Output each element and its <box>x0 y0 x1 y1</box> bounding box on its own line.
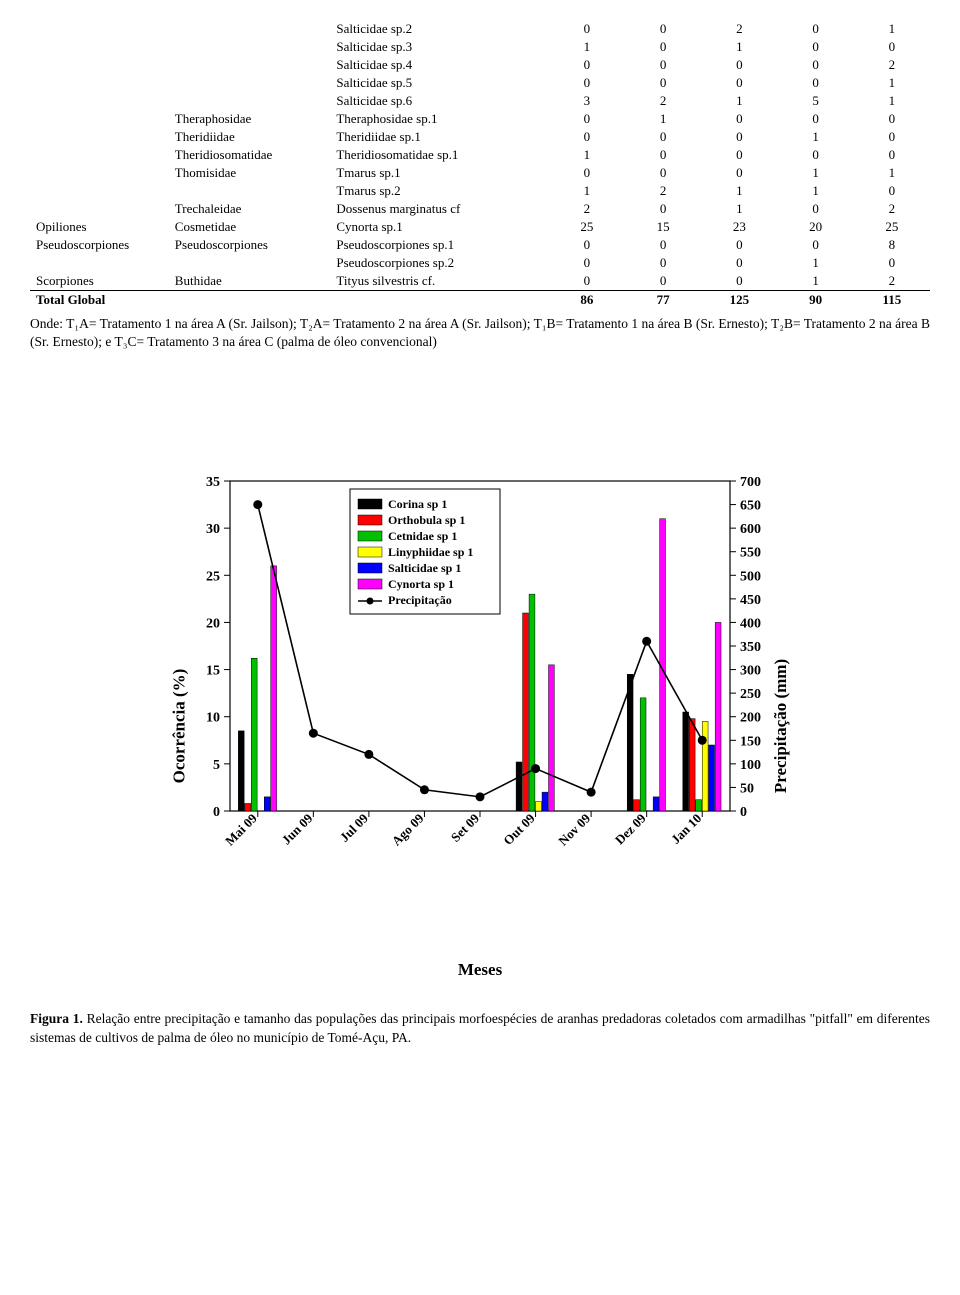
y2-axis-label: Precipitação (mm) <box>771 659 791 793</box>
species-table: Salticidae sp.200201Salticidae sp.310100… <box>30 20 930 309</box>
svg-text:100: 100 <box>740 758 761 773</box>
svg-text:Cetnidae sp 1: Cetnidae sp 1 <box>388 529 457 543</box>
svg-text:450: 450 <box>740 593 761 608</box>
svg-text:Jan 10: Jan 10 <box>668 811 704 847</box>
svg-text:20: 20 <box>206 617 220 632</box>
chart-container: Ocorrência (%) Precipitação (mm) 0 5 10 15 2… <box>160 471 800 980</box>
svg-text:Dez 09: Dez 09 <box>612 811 649 848</box>
svg-text:Linyphiidae sp 1: Linyphiidae sp 1 <box>388 545 473 559</box>
figure-caption: Figura 1. Relação entre precipitação e t… <box>30 1010 930 1046</box>
svg-text:5: 5 <box>213 758 220 773</box>
table-row: TrechaleidaeDossenus marginatus cf20102 <box>30 200 930 218</box>
svg-text:0: 0 <box>213 805 220 820</box>
svg-text:250: 250 <box>740 688 761 703</box>
svg-text:150: 150 <box>740 735 761 750</box>
figure-label: Figura 1. <box>30 1011 83 1026</box>
svg-text:Precipitação: Precipitação <box>388 593 452 607</box>
occurrence-precip-chart: 0510152025303505010015020025030035040045… <box>160 471 800 906</box>
svg-text:Ago 09: Ago 09 <box>389 811 427 849</box>
svg-text:550: 550 <box>740 546 761 561</box>
svg-text:Mai 09: Mai 09 <box>222 811 260 849</box>
table-caption: Onde: T₁A= Tratamento 1 na área A (Sr. J… <box>30 315 930 351</box>
table-row: Salticidae sp.632151 <box>30 92 930 110</box>
table-row: Tmarus sp.212110 <box>30 182 930 200</box>
svg-text:Orthobula sp 1: Orthobula sp 1 <box>388 513 465 527</box>
svg-text:400: 400 <box>740 617 761 632</box>
table-row: TheridiidaeTheridiidae sp.100010 <box>30 128 930 146</box>
svg-text:Out 09: Out 09 <box>500 811 538 849</box>
svg-text:Jul 09: Jul 09 <box>337 811 372 846</box>
svg-text:Salticidae sp 1: Salticidae sp 1 <box>388 561 461 575</box>
svg-text:35: 35 <box>206 475 220 490</box>
svg-text:350: 350 <box>740 640 761 655</box>
table-row: TheridiosomatidaeTheridiosomatidae sp.11… <box>30 146 930 164</box>
table-row: Pseudoscorpiones sp.200010 <box>30 254 930 272</box>
table-row: Salticidae sp.500001 <box>30 74 930 92</box>
table-total-row: Total Global867712590115 <box>30 291 930 310</box>
table-row: Salticidae sp.200201 <box>30 20 930 38</box>
svg-text:30: 30 <box>206 523 220 538</box>
svg-text:Corina sp 1: Corina sp 1 <box>388 497 447 511</box>
y1-axis-label: Ocorrência (%) <box>169 669 189 784</box>
svg-text:50: 50 <box>740 782 754 797</box>
svg-text:650: 650 <box>740 499 761 514</box>
table-row: ScorpionesButhidaeTityus silvestris cf.0… <box>30 272 930 291</box>
svg-text:500: 500 <box>740 570 761 585</box>
svg-text:600: 600 <box>740 523 761 538</box>
table-row: OpilionesCosmetidaeCynorta sp.1251523202… <box>30 218 930 236</box>
table-row: TheraphosidaeTheraphosidae sp.101000 <box>30 110 930 128</box>
table-row: PseudoscorpionesPseudoscorpionesPseudosc… <box>30 236 930 254</box>
svg-text:0: 0 <box>740 805 747 820</box>
table-row: ThomisidaeTmarus sp.100011 <box>30 164 930 182</box>
x-axis-label: Meses <box>160 960 800 980</box>
svg-text:300: 300 <box>740 664 761 679</box>
svg-text:10: 10 <box>206 711 220 726</box>
svg-text:Jun 09: Jun 09 <box>279 811 316 848</box>
table-row: Salticidae sp.400002 <box>30 56 930 74</box>
svg-text:200: 200 <box>740 711 761 726</box>
svg-text:700: 700 <box>740 475 761 490</box>
svg-text:15: 15 <box>206 664 220 679</box>
figure-caption-text: Relação entre precipitação e tamanho das… <box>30 1011 930 1044</box>
svg-text:Nov 09: Nov 09 <box>555 811 593 849</box>
svg-text:Set 09: Set 09 <box>448 811 483 846</box>
table-row: Salticidae sp.310100 <box>30 38 930 56</box>
svg-text:Cynorta sp 1: Cynorta sp 1 <box>388 577 454 591</box>
svg-text:25: 25 <box>206 570 220 585</box>
